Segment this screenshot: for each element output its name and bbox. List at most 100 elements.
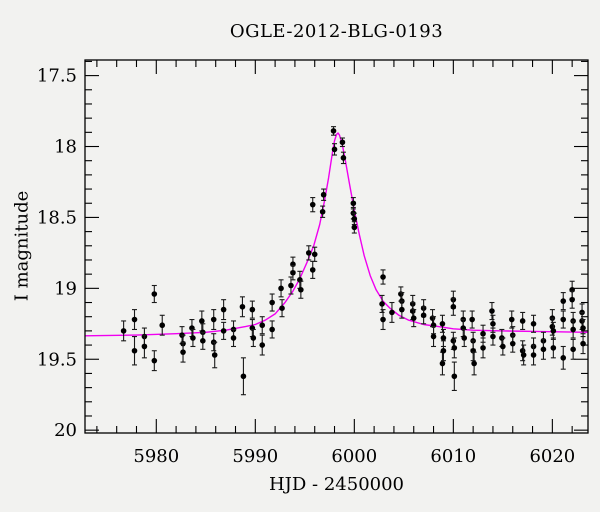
x-tick-label: 6020 bbox=[529, 446, 575, 467]
chart-title: OGLE-2012-BLG-0193 bbox=[229, 21, 444, 42]
data-point bbox=[439, 351, 446, 376]
data-point bbox=[519, 311, 526, 331]
data-point bbox=[471, 351, 477, 376]
data-point bbox=[199, 310, 205, 332]
data-point bbox=[340, 151, 347, 165]
data-point bbox=[211, 341, 218, 369]
y-tick-label: 19 bbox=[54, 278, 77, 299]
data-point bbox=[278, 279, 284, 298]
data-point bbox=[519, 340, 526, 362]
data-point bbox=[509, 334, 516, 353]
data-point bbox=[220, 299, 227, 321]
data-point bbox=[259, 334, 266, 356]
x-axis-label: HJD - 2450000 bbox=[268, 474, 405, 495]
data-point bbox=[550, 337, 557, 359]
data-point bbox=[540, 338, 547, 360]
data-point bbox=[151, 284, 158, 304]
data-point bbox=[189, 318, 195, 338]
data-point bbox=[450, 297, 457, 316]
data-point bbox=[550, 321, 557, 340]
data-point bbox=[249, 300, 256, 319]
data-point bbox=[131, 336, 138, 366]
y-tick-label: 18.5 bbox=[37, 207, 77, 228]
data-point bbox=[508, 310, 515, 329]
data-point bbox=[311, 246, 318, 262]
data-point bbox=[250, 328, 257, 348]
data-point bbox=[259, 316, 266, 335]
y-tick-label: 17.5 bbox=[37, 66, 77, 87]
data-point bbox=[120, 320, 127, 342]
data-point bbox=[190, 328, 196, 348]
data-point bbox=[298, 280, 304, 299]
data-point bbox=[239, 296, 246, 318]
data-point bbox=[461, 328, 468, 348]
data-point bbox=[380, 269, 386, 285]
data-point bbox=[480, 337, 486, 359]
data-point bbox=[520, 344, 527, 366]
data-point bbox=[469, 310, 475, 329]
plot-frame bbox=[84, 59, 589, 434]
data-point bbox=[560, 345, 567, 370]
data-point bbox=[470, 340, 476, 362]
model-curve bbox=[84, 132, 589, 337]
data-point bbox=[319, 205, 326, 218]
data-point bbox=[380, 309, 386, 331]
data-point bbox=[560, 292, 567, 311]
data-point bbox=[500, 337, 506, 356]
y-tick-label: 18 bbox=[54, 137, 77, 158]
data-point bbox=[580, 333, 586, 355]
y-tick-label: 19.5 bbox=[37, 349, 77, 370]
data-point bbox=[570, 320, 576, 339]
data-point bbox=[460, 318, 467, 338]
data-point bbox=[399, 300, 405, 319]
data-point bbox=[210, 309, 217, 331]
data-point bbox=[305, 245, 312, 261]
data-point bbox=[309, 260, 316, 279]
data-point bbox=[279, 299, 285, 318]
data-point bbox=[141, 334, 148, 359]
data-point bbox=[489, 301, 495, 321]
data-point bbox=[159, 314, 166, 336]
tick-labels: 5980 5990 6000 6010 6020 17.5 18 18.5 19 19.5 20 bbox=[37, 66, 575, 467]
data-point bbox=[290, 265, 296, 281]
axis-ticks bbox=[85, 60, 588, 433]
photometry-points bbox=[120, 126, 586, 396]
data-point bbox=[351, 221, 358, 234]
x-tick-label: 6010 bbox=[430, 446, 476, 467]
data-point bbox=[420, 306, 427, 325]
data-point bbox=[350, 197, 357, 210]
data-point bbox=[451, 361, 458, 392]
data-point bbox=[269, 293, 275, 312]
data-point bbox=[331, 143, 338, 156]
data-point bbox=[320, 188, 327, 201]
data-point bbox=[220, 321, 227, 340]
data-point bbox=[330, 126, 337, 136]
data-point bbox=[440, 340, 447, 362]
x-tick-label: 6000 bbox=[331, 446, 377, 467]
data-point bbox=[410, 309, 417, 328]
data-point bbox=[180, 341, 186, 363]
data-point bbox=[151, 350, 158, 372]
y-tick-label: 20 bbox=[54, 420, 77, 441]
data-point bbox=[131, 309, 138, 331]
data-point bbox=[530, 344, 537, 366]
data-point bbox=[490, 327, 496, 346]
data-point bbox=[451, 337, 458, 359]
x-tick-label: 5980 bbox=[133, 446, 179, 467]
data-point bbox=[249, 318, 256, 338]
data-point bbox=[309, 197, 316, 213]
x-tick-label: 5990 bbox=[232, 446, 278, 467]
data-point bbox=[240, 357, 247, 396]
data-point bbox=[269, 320, 275, 339]
data-point bbox=[230, 328, 237, 348]
data-point bbox=[430, 326, 437, 348]
data-point bbox=[570, 338, 576, 360]
data-point bbox=[339, 137, 346, 148]
data-point bbox=[530, 314, 537, 333]
data-point bbox=[569, 290, 575, 309]
data-point bbox=[560, 310, 567, 329]
data-point bbox=[389, 301, 395, 323]
data-point bbox=[200, 331, 206, 350]
